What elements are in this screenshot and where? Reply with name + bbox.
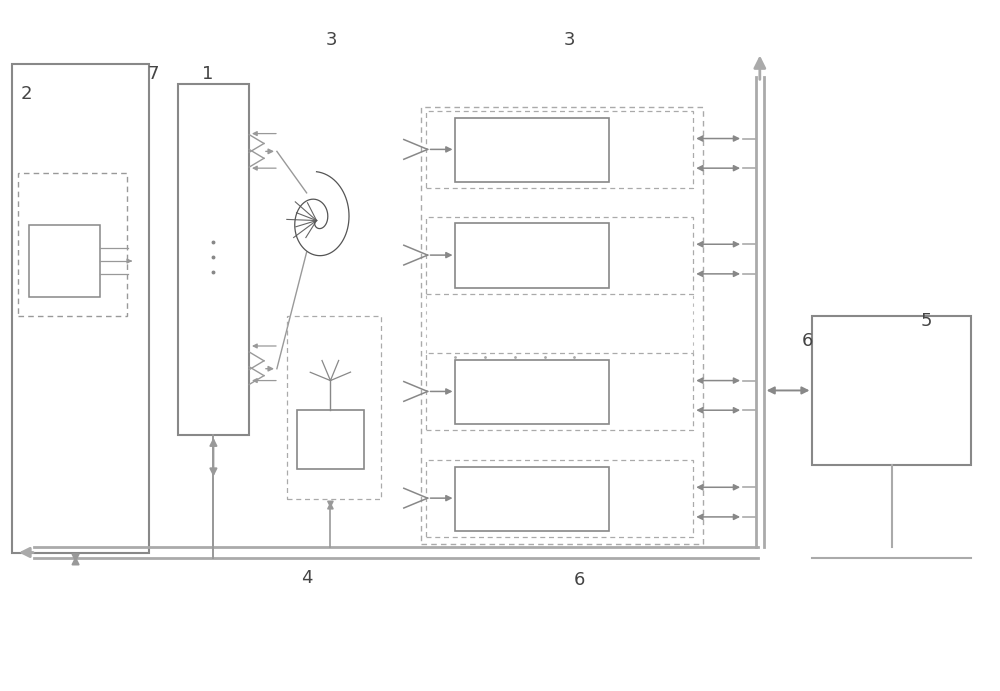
Text: 6: 6: [574, 571, 585, 589]
Bar: [455, 466, 609, 531]
Bar: [426, 216, 693, 294]
Text: 3: 3: [326, 30, 337, 49]
Bar: [12, 64, 149, 553]
Text: 5: 5: [921, 312, 932, 330]
Bar: [18, 173, 127, 316]
Bar: [178, 84, 249, 435]
Bar: [426, 111, 693, 188]
Text: 1: 1: [202, 66, 213, 84]
Text: 6: 6: [802, 332, 813, 350]
Bar: [287, 316, 381, 499]
Bar: [455, 360, 609, 424]
Text: 3: 3: [564, 30, 575, 49]
Bar: [455, 223, 609, 287]
Text: 2: 2: [20, 85, 32, 103]
Text: 7: 7: [147, 66, 159, 84]
Bar: [812, 316, 971, 464]
Text: 4: 4: [301, 569, 312, 587]
Bar: [455, 117, 609, 182]
Bar: [426, 460, 693, 537]
Bar: [426, 353, 693, 430]
Bar: [29, 225, 100, 296]
Bar: [297, 410, 364, 469]
Bar: [421, 107, 703, 544]
